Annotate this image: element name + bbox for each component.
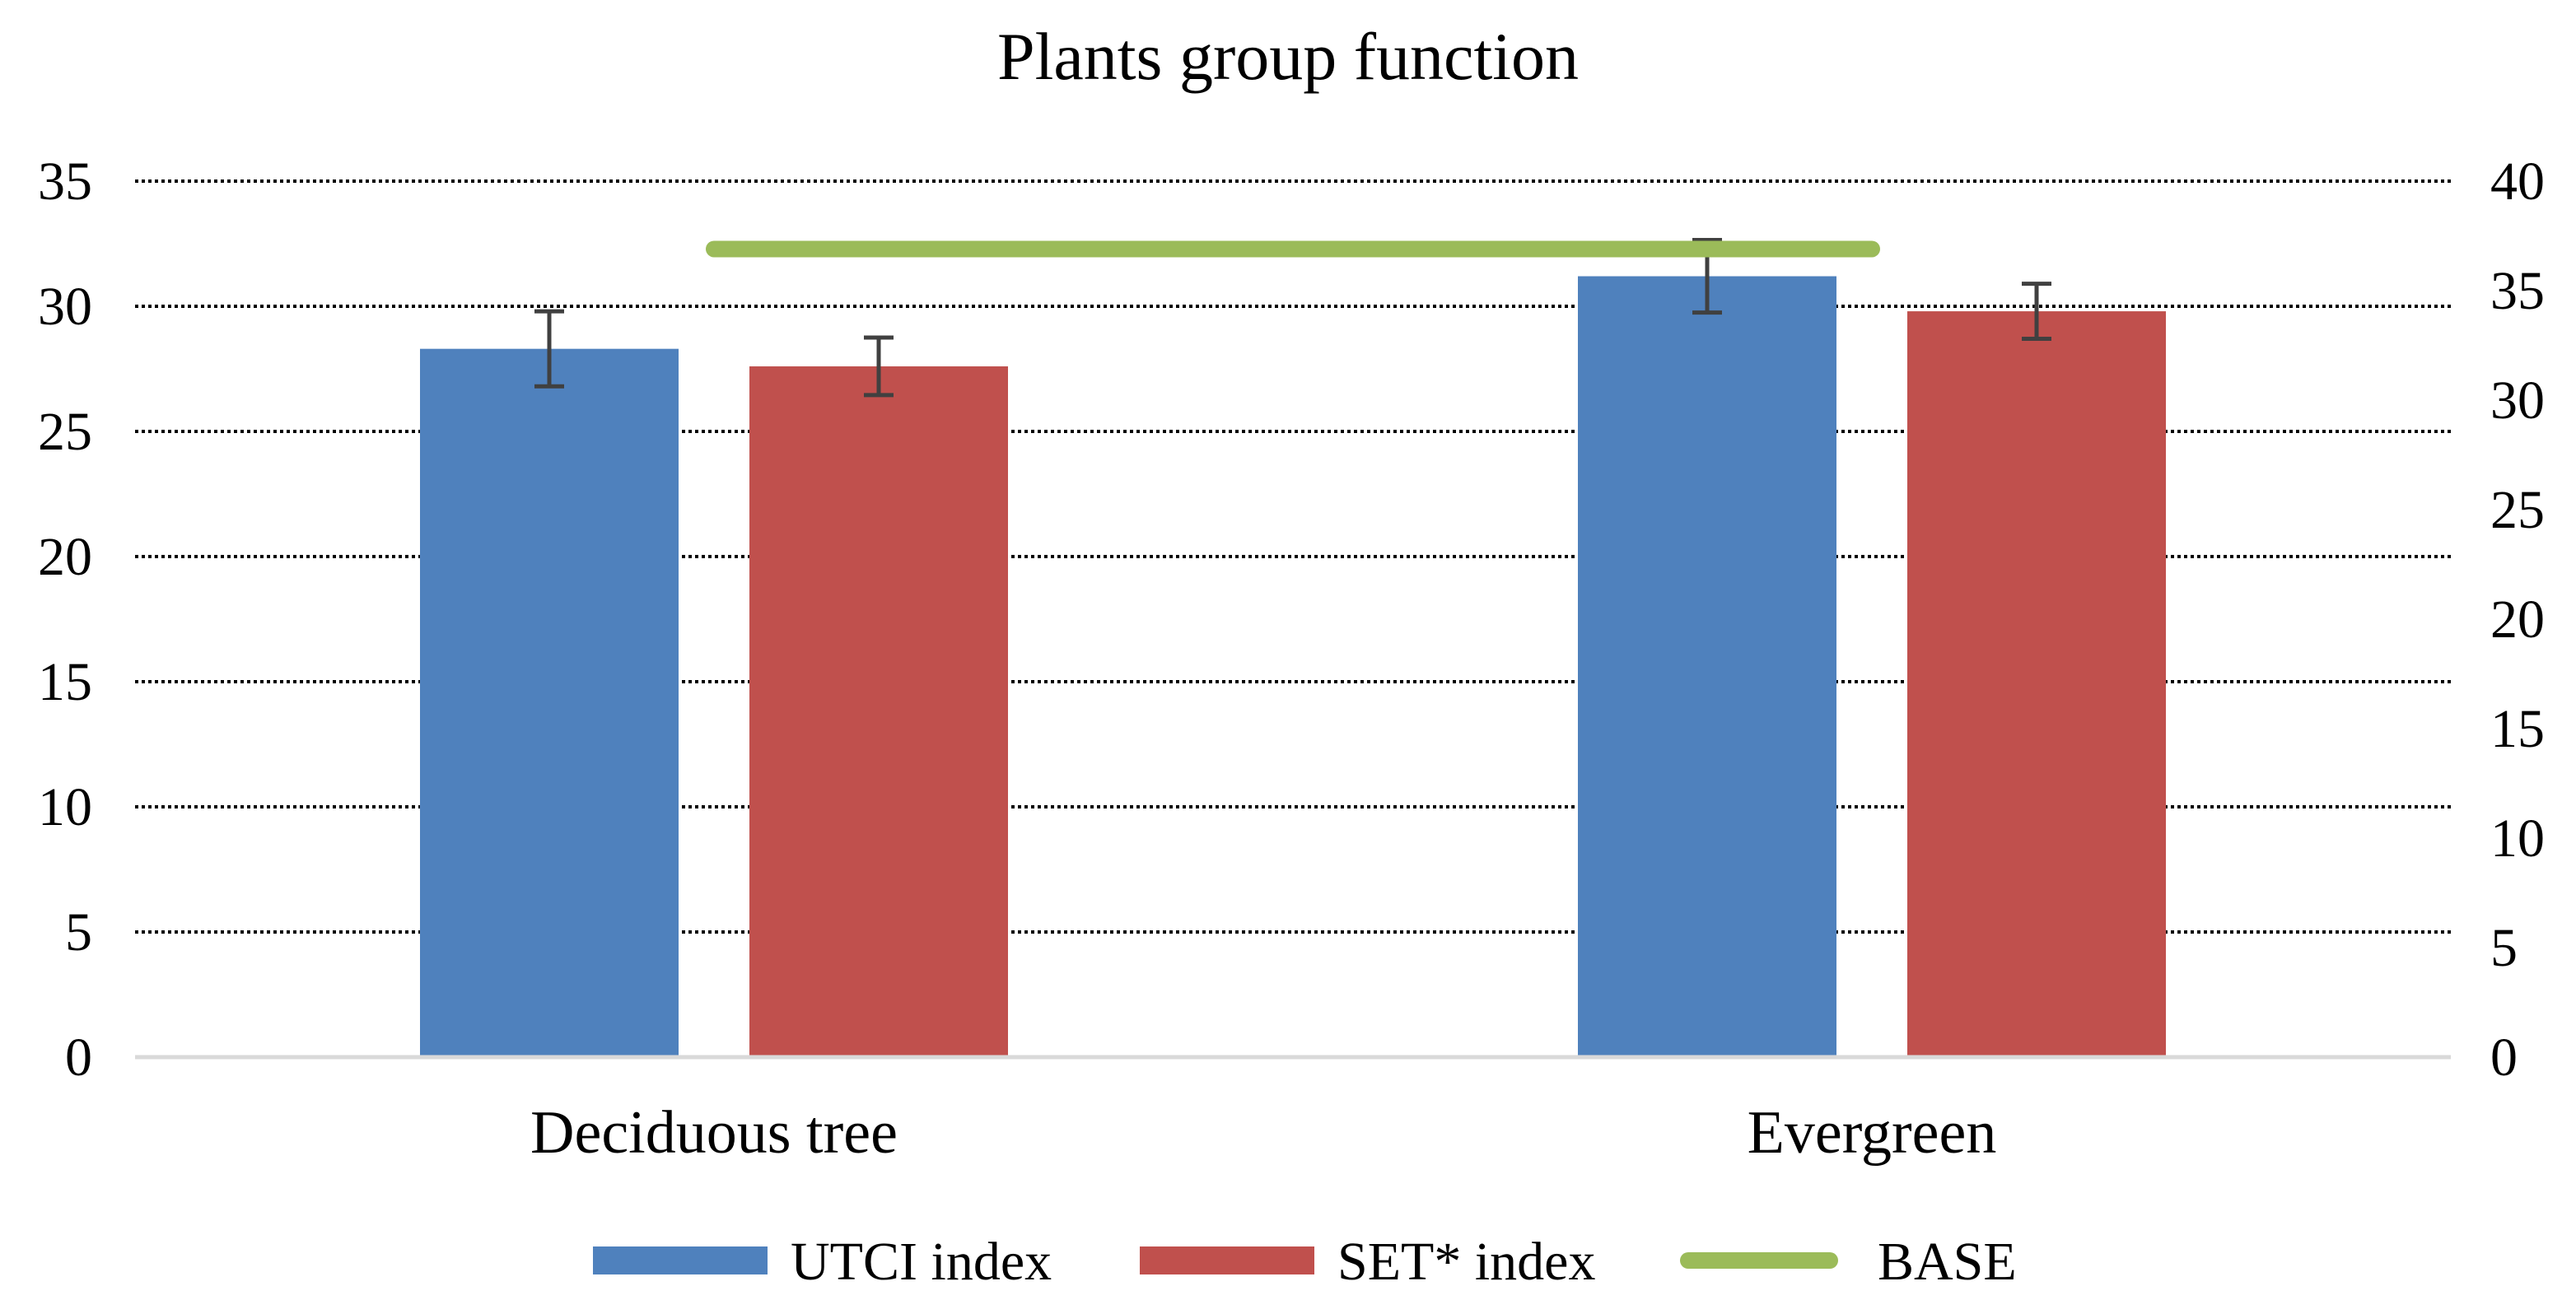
y-tick-label: 15: [38, 652, 92, 712]
y2-tick-label: 0: [2490, 1027, 2518, 1088]
y2-tick-label: 40: [2490, 151, 2545, 212]
y2-tick-label: 5: [2490, 918, 2518, 978]
bar-set-index-evergreen: [1907, 311, 2166, 1058]
x-axis-labels: Deciduous tree Evergreen: [530, 1099, 1996, 1167]
category-label-evergreen: Evergreen: [1748, 1099, 1997, 1167]
legend: UTCI index SET* index BASE: [593, 1232, 2017, 1292]
y2-tick-label: 35: [2490, 261, 2545, 321]
chart-title: Plants group function: [997, 19, 1579, 94]
y-tick-label: 25: [38, 402, 92, 462]
legend-item-base: BASE: [1680, 1232, 2017, 1292]
bar-set-index-deciduous-tree: [749, 366, 1008, 1058]
y2-tick-label: 20: [2490, 589, 2545, 650]
y-tick-label: 10: [38, 777, 92, 837]
error-bars: [534, 237, 2051, 398]
y2-tick-label: 15: [2490, 699, 2545, 759]
y-axis-left-labels: 0 5 10 15 20 25 30 35: [38, 151, 92, 1088]
y-axis-right-labels: 0 5 10 15 20 25 30 35 40: [2490, 151, 2545, 1088]
bars: [420, 276, 2166, 1058]
error-bar-set-index-evergreen: [2022, 282, 2051, 342]
legend-swatch: [1140, 1246, 1314, 1274]
legend-item-utci-index: UTCI index: [593, 1232, 1052, 1292]
y2-tick-label: 10: [2490, 808, 2545, 869]
error-bar-set-index-deciduous-tree: [864, 335, 894, 398]
legend-swatch: [593, 1246, 768, 1274]
legend-item-set-index: SET* index: [1140, 1232, 1595, 1292]
y2-tick-label: 25: [2490, 480, 2545, 540]
y2-tick-label: 30: [2490, 370, 2545, 431]
y-tick-label: 5: [65, 902, 92, 962]
category-label-deciduous-tree: Deciduous tree: [530, 1099, 898, 1167]
legend-label: BASE: [1878, 1232, 2017, 1292]
bar-utci-index-evergreen: [1578, 276, 1836, 1057]
y-tick-label: 20: [38, 527, 92, 587]
bar-utci-index-deciduous-tree: [420, 348, 679, 1057]
y-tick-label: 35: [38, 151, 92, 212]
y-tick-label: 30: [38, 277, 92, 337]
error-bar-utci-index-deciduous-tree: [534, 309, 564, 389]
y-tick-label: 0: [65, 1027, 92, 1088]
legend-label: SET* index: [1337, 1232, 1595, 1292]
legend-label: UTCI index: [791, 1232, 1052, 1292]
